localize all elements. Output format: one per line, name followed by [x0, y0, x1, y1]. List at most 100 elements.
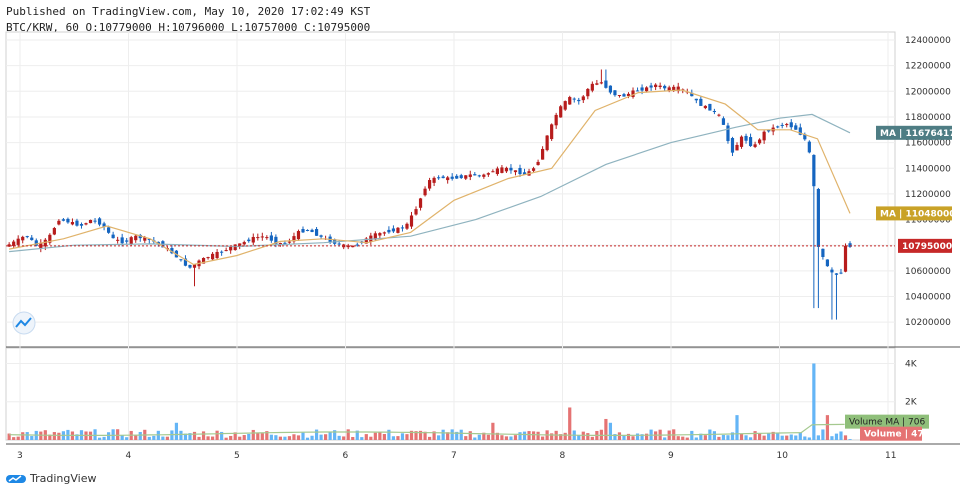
candle-body[interactable] — [120, 237, 124, 244]
candle-body[interactable] — [834, 273, 839, 275]
candle-body[interactable] — [545, 135, 549, 151]
candle-body[interactable] — [25, 236, 29, 238]
candle-body[interactable] — [699, 98, 703, 106]
candle-body[interactable] — [396, 227, 400, 233]
candle-body[interactable] — [337, 243, 341, 245]
candle-body[interactable] — [179, 259, 183, 261]
candle-body[interactable] — [531, 168, 536, 171]
candle-body[interactable] — [107, 227, 111, 233]
candle-body[interactable] — [346, 245, 350, 248]
candle-body[interactable] — [730, 138, 735, 153]
candle-body[interactable] — [563, 101, 567, 110]
candle-body[interactable] — [807, 141, 811, 153]
candle-body[interactable] — [635, 90, 640, 92]
candle-body[interactable] — [314, 229, 319, 236]
candle-body[interactable] — [61, 219, 65, 221]
candle-body[interactable] — [450, 176, 454, 179]
candle-body[interactable] — [595, 83, 599, 85]
candle-body[interactable] — [513, 170, 518, 173]
candle-body[interactable] — [477, 175, 481, 177]
candle-body[interactable] — [735, 144, 739, 151]
candle-body[interactable] — [238, 243, 242, 247]
candle-body[interactable] — [97, 218, 102, 225]
candle-body[interactable] — [256, 237, 260, 239]
candle-body[interactable] — [84, 223, 88, 225]
candle-body[interactable] — [491, 171, 495, 173]
candle-body[interactable] — [93, 220, 97, 222]
candle-body[interactable] — [233, 244, 237, 251]
candle-body[interactable] — [418, 198, 423, 208]
candle-body[interactable] — [70, 222, 75, 225]
candle-body[interactable] — [143, 237, 147, 241]
candle-body[interactable] — [608, 85, 613, 93]
candle-body[interactable] — [572, 98, 576, 100]
candle-body[interactable] — [500, 167, 504, 173]
candle-body[interactable] — [423, 188, 427, 196]
candle-body[interactable] — [559, 106, 563, 118]
candle-body[interactable] — [758, 139, 762, 144]
candle-body[interactable] — [486, 173, 490, 175]
candle-body[interactable] — [694, 98, 698, 101]
candle-body[interactable] — [509, 167, 513, 171]
candle-body[interactable] — [102, 223, 106, 228]
candle-body[interactable] — [134, 235, 138, 241]
candle-body[interactable] — [319, 235, 323, 237]
candle-body[interactable] — [554, 114, 558, 126]
candle-body[interactable] — [726, 125, 730, 142]
candle-body[interactable] — [57, 220, 61, 225]
candle-body[interactable] — [125, 240, 129, 242]
candle-body[interactable] — [274, 236, 278, 244]
candle-body[interactable] — [52, 228, 56, 235]
candle-body[interactable] — [785, 124, 789, 126]
candle-body[interactable] — [586, 88, 590, 97]
candle-body[interactable] — [622, 94, 626, 97]
candle-body[interactable] — [541, 148, 545, 160]
candle-body[interactable] — [821, 248, 825, 257]
candle-body[interactable] — [265, 237, 269, 239]
candle-body[interactable] — [504, 167, 509, 172]
candle-body[interactable] — [739, 136, 744, 147]
candle-body[interactable] — [794, 125, 798, 130]
candle-body[interactable] — [690, 92, 694, 97]
candle-body[interactable] — [550, 124, 554, 140]
candle-body[interactable] — [79, 224, 84, 226]
candle-body[interactable] — [441, 176, 445, 179]
candle-body[interactable] — [201, 257, 206, 264]
candle-body[interactable] — [129, 237, 133, 245]
candle-body[interactable] — [568, 97, 572, 105]
candle-body[interactable] — [183, 258, 188, 266]
candle-body[interactable] — [156, 241, 160, 244]
candle-body[interactable] — [292, 236, 296, 242]
tradingview-footer[interactable]: TradingView — [6, 472, 96, 485]
candle-body[interactable] — [812, 154, 816, 187]
candle-body[interactable] — [427, 180, 432, 189]
candle-body[interactable] — [391, 228, 396, 232]
candle-body[interactable] — [30, 237, 34, 241]
candle-body[interactable] — [220, 251, 224, 253]
candle-body[interactable] — [206, 257, 210, 259]
candle-body[interactable] — [111, 234, 115, 239]
candle-body[interactable] — [7, 244, 11, 247]
candle-body[interactable] — [825, 259, 830, 267]
candle-body[interactable] — [717, 114, 721, 116]
candle-body[interactable] — [703, 105, 707, 109]
candle-body[interactable] — [667, 87, 671, 91]
candle-body[interactable] — [351, 245, 355, 248]
candle-body[interactable] — [663, 85, 667, 89]
candle-body[interactable] — [437, 177, 441, 179]
candle-body[interactable] — [495, 168, 499, 175]
candle-body[interactable] — [721, 118, 726, 125]
candle-body[interactable] — [518, 167, 522, 175]
candle-body[interactable] — [803, 134, 807, 140]
candle-body[interactable] — [604, 80, 608, 88]
candle-body[interactable] — [536, 161, 540, 166]
candle-body[interactable] — [748, 137, 753, 147]
candle-body[interactable] — [305, 229, 310, 231]
candle-body[interactable] — [215, 251, 219, 258]
candle-body[interactable] — [676, 86, 680, 92]
candle-body[interactable] — [798, 127, 802, 135]
candle-body[interactable] — [16, 238, 20, 245]
tradingview-watermark-icon[interactable] — [12, 311, 36, 335]
candle-body[interactable] — [355, 244, 359, 246]
